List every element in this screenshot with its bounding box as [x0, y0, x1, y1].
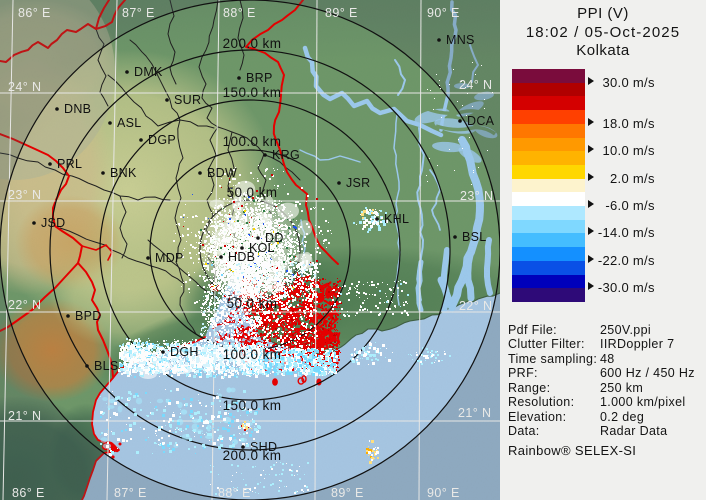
svg-text:BPD: BPD	[75, 309, 102, 323]
svg-text:22° N: 22° N	[8, 298, 41, 312]
svg-text:200.0 km: 200.0 km	[223, 36, 282, 51]
svg-text:200.0 km: 200.0 km	[223, 448, 282, 463]
svg-text:MDP: MDP	[155, 251, 184, 265]
svg-text:JSR: JSR	[346, 176, 371, 190]
svg-text:PRL: PRL	[57, 157, 82, 171]
svg-text:23° N: 23° N	[8, 188, 41, 202]
svg-text:86° E: 86° E	[18, 6, 51, 20]
svg-text:KRG: KRG	[272, 148, 300, 162]
svg-text:SUR: SUR	[174, 93, 201, 107]
svg-text:23° N: 23° N	[460, 189, 493, 203]
svg-text:89° E: 89° E	[325, 6, 358, 20]
svg-text:BLS: BLS	[94, 359, 119, 373]
svg-text:50.0 km: 50.0 km	[227, 185, 278, 200]
svg-text:21° N: 21° N	[8, 409, 41, 423]
svg-text:50.0 km: 50.0 km	[227, 296, 278, 311]
svg-text:100.0 km: 100.0 km	[223, 347, 282, 362]
svg-text:DCA: DCA	[467, 114, 495, 128]
svg-text:BNK: BNK	[110, 166, 137, 180]
svg-text:DMK: DMK	[134, 65, 163, 79]
svg-text:DGP: DGP	[148, 133, 176, 147]
svg-text:KHL: KHL	[384, 212, 409, 226]
svg-text:DGH: DGH	[170, 345, 199, 359]
svg-text:150.0 km: 150.0 km	[223, 85, 282, 100]
svg-text:HDB: HDB	[228, 250, 255, 264]
svg-text:DNB: DNB	[64, 102, 91, 116]
svg-text:88° E: 88° E	[218, 486, 251, 500]
svg-text:KOL: KOL	[249, 241, 275, 255]
svg-text:DD: DD	[265, 231, 284, 245]
svg-text:21° N: 21° N	[458, 406, 491, 420]
svg-text:89° E: 89° E	[331, 486, 364, 500]
svg-text:150.0 km: 150.0 km	[223, 398, 282, 413]
svg-text:MNS: MNS	[446, 33, 475, 47]
svg-text:22° N: 22° N	[459, 299, 492, 313]
svg-text:BRP: BRP	[246, 71, 273, 85]
svg-text:ASL: ASL	[117, 116, 142, 130]
svg-text:BDW: BDW	[207, 166, 237, 180]
svg-text:88° E: 88° E	[223, 6, 256, 20]
svg-text:24° N: 24° N	[8, 80, 41, 94]
svg-text:BSL: BSL	[462, 230, 487, 244]
svg-text:24° N: 24° N	[459, 78, 492, 92]
svg-text:100.0 km: 100.0 km	[223, 134, 282, 149]
svg-text:86° E: 86° E	[12, 486, 45, 500]
svg-text:SHD: SHD	[250, 440, 277, 454]
svg-text:90° E: 90° E	[427, 6, 460, 20]
svg-text:90° E: 90° E	[427, 486, 460, 500]
svg-text:87° E: 87° E	[122, 6, 155, 20]
svg-text:87° E: 87° E	[114, 486, 147, 500]
svg-text:JSD: JSD	[41, 216, 66, 230]
